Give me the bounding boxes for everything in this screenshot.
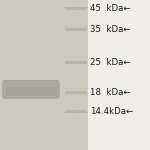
Text: 45  kDa←: 45 kDa←	[90, 4, 131, 13]
Bar	[0, 0, 88, 150]
Text: 18  kDa←: 18 kDa←	[90, 88, 131, 97]
Text: 35  kDa←: 35 kDa←	[90, 25, 131, 34]
Bar	[65, 28, 87, 31]
FancyBboxPatch shape	[3, 80, 59, 98]
Bar	[88, 0, 150, 150]
Text: 14.4kDa←: 14.4kDa←	[90, 107, 133, 116]
Bar	[65, 110, 87, 113]
Bar	[65, 61, 87, 64]
Text: 25  kDa←: 25 kDa←	[90, 58, 131, 67]
Bar	[65, 91, 87, 94]
Bar	[65, 7, 87, 10]
FancyBboxPatch shape	[6, 87, 56, 96]
Bar	[0, 0, 60, 150]
